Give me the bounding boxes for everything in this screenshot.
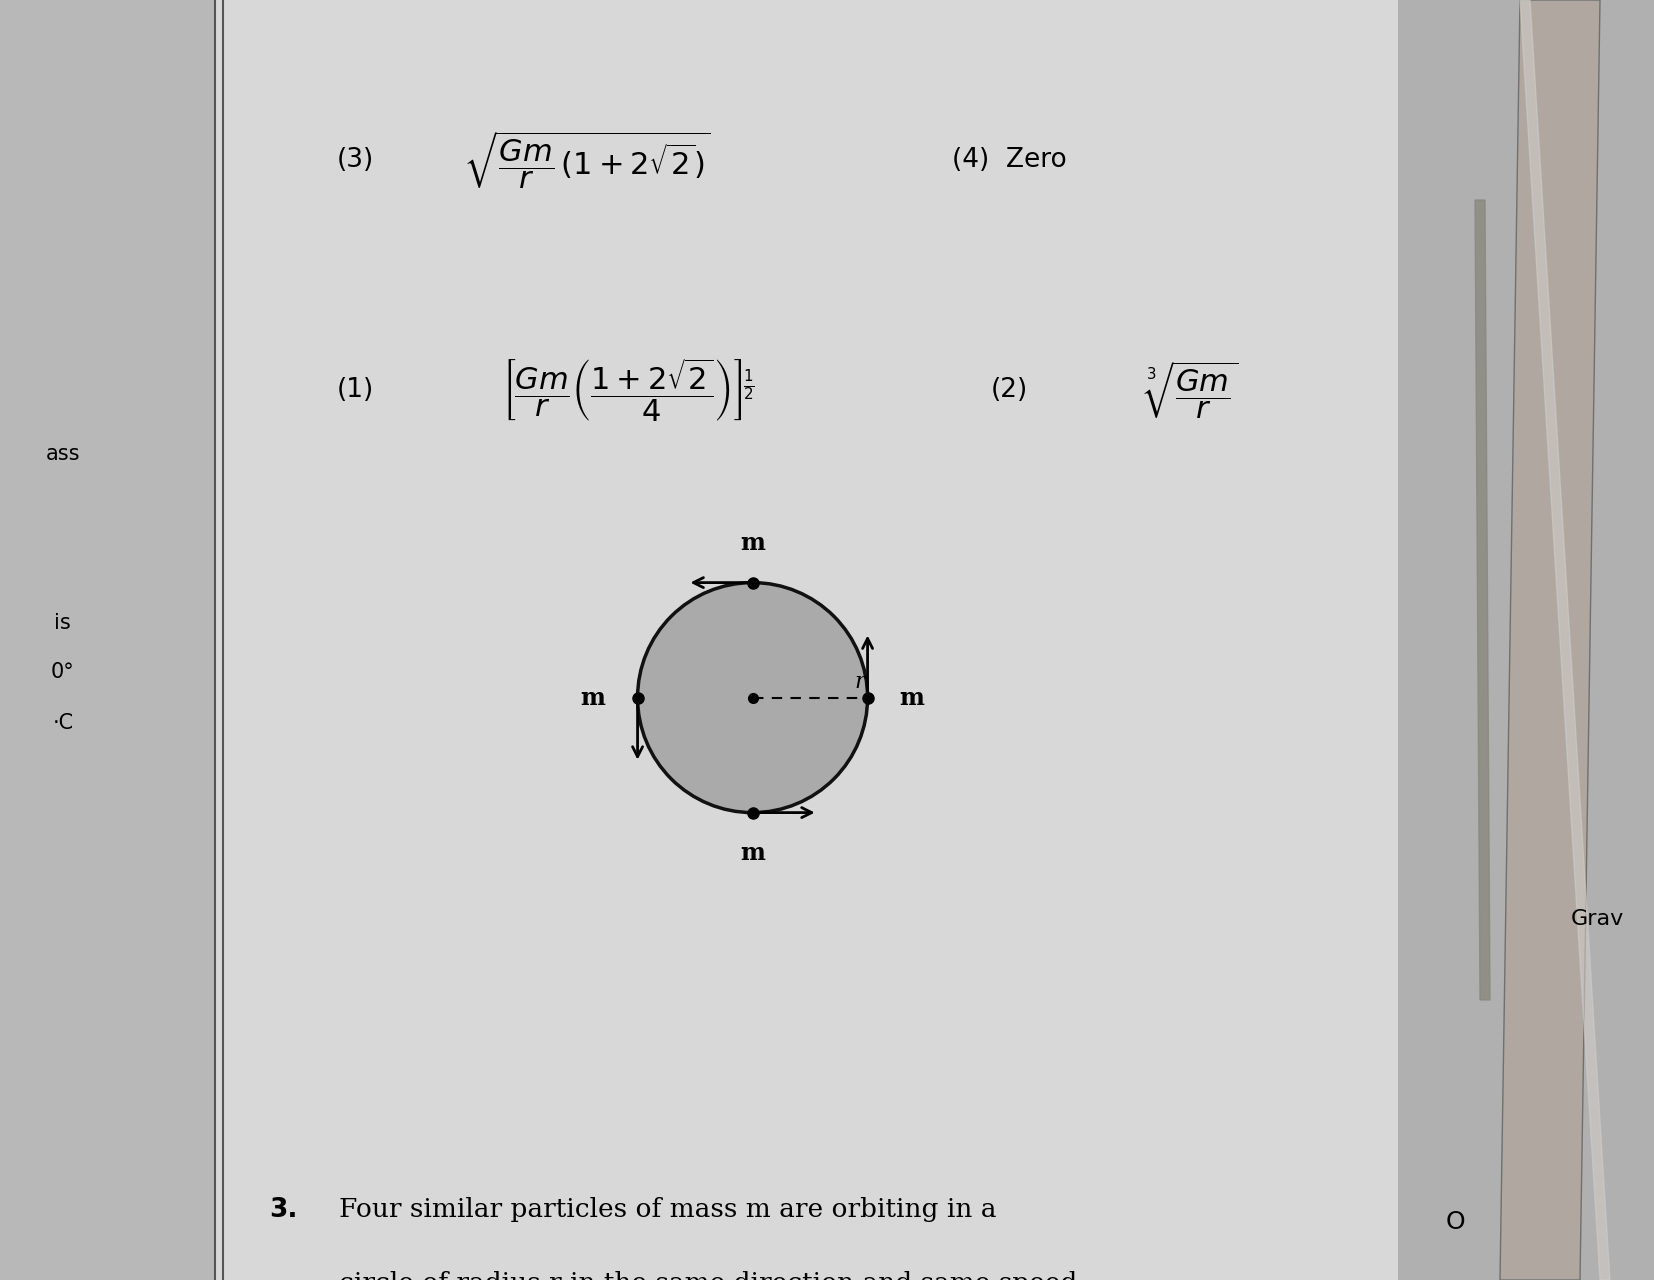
Text: m: m: [739, 531, 766, 554]
Text: (4)  Zero: (4) Zero: [951, 147, 1067, 173]
Bar: [0, 0, 215, 1280]
Text: 0°: 0°: [51, 662, 74, 682]
Text: $\sqrt{\dfrac{Gm}{r}\,(1+2\sqrt{2})}$: $\sqrt{\dfrac{Gm}{r}\,(1+2\sqrt{2})}$: [463, 129, 711, 191]
Text: m: m: [581, 686, 605, 709]
Text: is: is: [55, 613, 71, 634]
Text: Four similar particles of mass m are orbiting in a: Four similar particles of mass m are orb…: [339, 1197, 997, 1222]
Text: (2): (2): [991, 378, 1027, 403]
Text: (3): (3): [337, 147, 374, 173]
Text: r: r: [855, 671, 865, 694]
Text: $\sqrt[3]{\dfrac{Gm}{r}}$: $\sqrt[3]{\dfrac{Gm}{r}}$: [1143, 360, 1239, 421]
Text: ass: ass: [46, 444, 79, 465]
Text: m: m: [900, 686, 925, 709]
Bar: [1398, 0, 1654, 1280]
Text: ·C: ·C: [53, 713, 73, 733]
Text: m: m: [739, 841, 766, 864]
Polygon shape: [1500, 0, 1599, 1280]
Text: Grav: Grav: [1571, 909, 1624, 929]
Polygon shape: [1520, 0, 1609, 1280]
Text: $\left[\dfrac{Gm}{r}\left(\dfrac{1+2\sqrt{2}}{4}\right)\right]^{\!\frac{1}{2}}$: $\left[\dfrac{Gm}{r}\left(\dfrac{1+2\sqr…: [503, 357, 754, 424]
Text: O: O: [1446, 1210, 1465, 1234]
Text: 3.: 3.: [270, 1197, 298, 1222]
Text: circle of radius r in the same direction and same speed: circle of radius r in the same direction…: [339, 1271, 1077, 1280]
Text: (1): (1): [337, 378, 374, 403]
Bar: [215, 0, 1398, 1280]
Polygon shape: [1475, 200, 1490, 1000]
Circle shape: [637, 582, 868, 813]
